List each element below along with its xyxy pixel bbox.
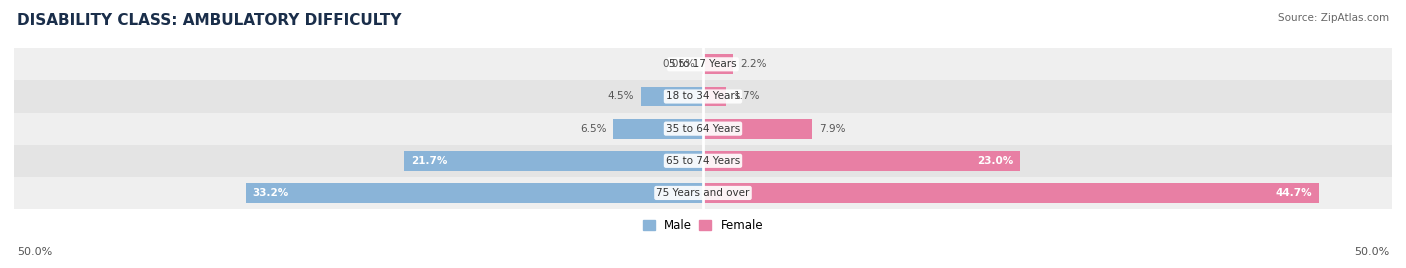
Text: 75 Years and over: 75 Years and over <box>657 188 749 198</box>
Bar <box>703 151 1019 171</box>
Text: 0.05%: 0.05% <box>662 59 696 69</box>
Bar <box>703 87 727 106</box>
Bar <box>14 145 1392 177</box>
Text: 50.0%: 50.0% <box>17 247 52 257</box>
Bar <box>14 80 1392 113</box>
Text: Source: ZipAtlas.com: Source: ZipAtlas.com <box>1278 13 1389 23</box>
Text: 23.0%: 23.0% <box>977 156 1012 166</box>
Text: DISABILITY CLASS: AMBULATORY DIFFICULTY: DISABILITY CLASS: AMBULATORY DIFFICULTY <box>17 13 401 28</box>
Text: 4.5%: 4.5% <box>607 91 634 102</box>
Bar <box>14 113 1392 145</box>
Bar <box>14 48 1392 80</box>
Text: 65 to 74 Years: 65 to 74 Years <box>666 156 740 166</box>
Bar <box>703 119 811 139</box>
Bar <box>641 87 703 106</box>
Text: 50.0%: 50.0% <box>1354 247 1389 257</box>
Text: 21.7%: 21.7% <box>411 156 447 166</box>
Bar <box>613 119 703 139</box>
Text: 7.9%: 7.9% <box>818 124 845 134</box>
Bar <box>14 177 1392 209</box>
Text: 2.2%: 2.2% <box>740 59 766 69</box>
Text: 5 to 17 Years: 5 to 17 Years <box>669 59 737 69</box>
Bar <box>404 151 703 171</box>
Text: 44.7%: 44.7% <box>1275 188 1312 198</box>
Text: 35 to 64 Years: 35 to 64 Years <box>666 124 740 134</box>
Bar <box>246 183 703 203</box>
Bar <box>703 183 1319 203</box>
Text: 1.7%: 1.7% <box>734 91 759 102</box>
Text: 6.5%: 6.5% <box>581 124 606 134</box>
Text: 33.2%: 33.2% <box>253 188 288 198</box>
Bar <box>703 54 734 74</box>
Legend: Male, Female: Male, Female <box>643 219 763 232</box>
Text: 18 to 34 Years: 18 to 34 Years <box>666 91 740 102</box>
